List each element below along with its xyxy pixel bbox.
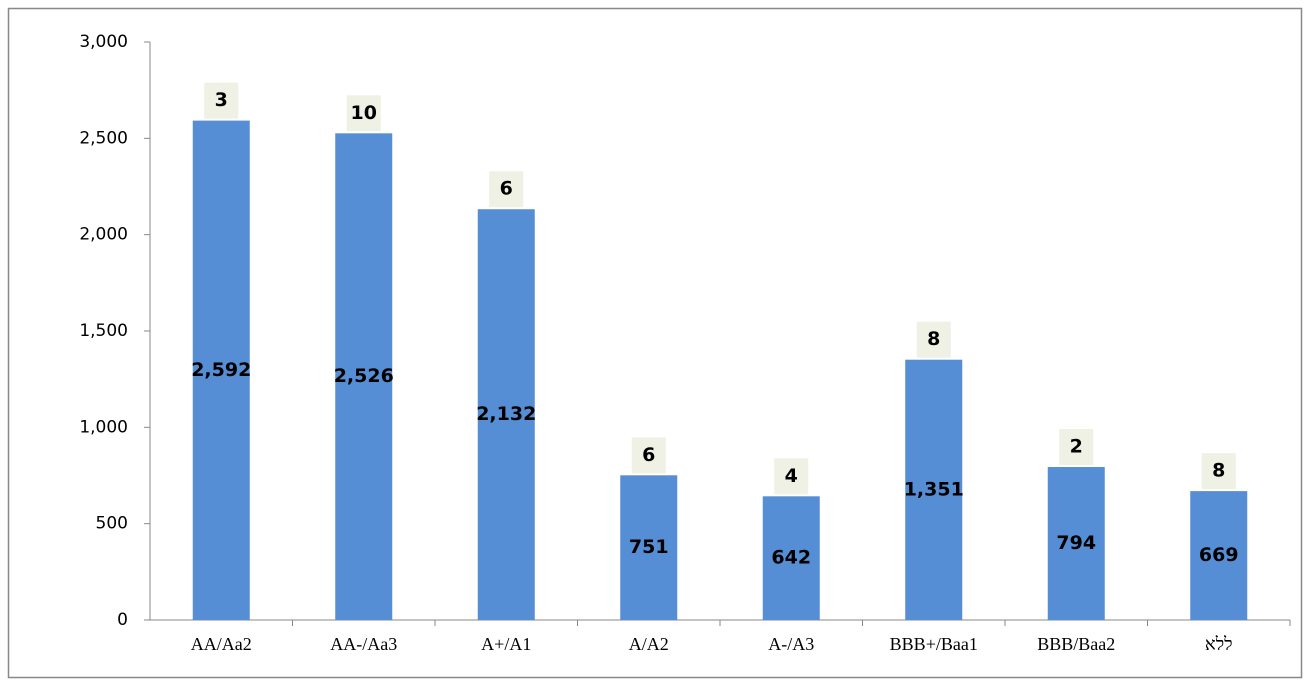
- count-label: 3: [215, 89, 228, 111]
- count-label-box: [1201, 453, 1236, 490]
- value-label: 751: [629, 536, 669, 558]
- x-tick-label: A+/A1: [481, 634, 531, 654]
- bar: [1047, 467, 1105, 620]
- x-tick-label: BBB/Baa2: [1037, 634, 1115, 654]
- bar: [620, 475, 678, 620]
- value-label: 2,526: [334, 365, 394, 387]
- count-label: 4: [785, 465, 798, 487]
- bar: [762, 496, 820, 620]
- value-label: 669: [1199, 544, 1239, 566]
- x-tick-label: BBB+/Baa1: [890, 634, 978, 654]
- bar: [905, 359, 963, 620]
- bar: [192, 120, 250, 620]
- value-label: 2,132: [476, 403, 536, 425]
- count-label-box: [774, 458, 809, 495]
- count-label-box: [204, 82, 239, 119]
- count-label: 8: [1212, 460, 1225, 482]
- y-tick-label: 2,500: [79, 128, 128, 148]
- count-label-box: [916, 321, 951, 358]
- count-label-box: [1059, 429, 1094, 466]
- count-label: 6: [642, 444, 655, 466]
- x-tick-label: AA-/Aa3: [330, 634, 397, 654]
- count-label-box: [631, 437, 666, 474]
- value-label: 642: [771, 547, 811, 569]
- y-tick-label: 3,000: [79, 32, 128, 52]
- count-label: 8: [927, 328, 940, 350]
- count-label: 2: [1070, 436, 1083, 458]
- count-label-box: [346, 95, 381, 132]
- value-label: 1,351: [904, 478, 964, 500]
- count-label: 6: [500, 178, 513, 200]
- value-label: 2,592: [191, 359, 251, 381]
- bar: [335, 133, 393, 620]
- bar: [1190, 491, 1248, 620]
- x-tick-label: A-/A3: [768, 634, 814, 654]
- value-label: 794: [1056, 532, 1096, 554]
- y-tick-label: 500: [96, 514, 128, 534]
- y-tick-label: 0: [117, 610, 128, 630]
- x-tick-label: AA/Aa2: [191, 634, 252, 654]
- count-label: 10: [351, 102, 377, 124]
- x-tick-label: ללא: [1205, 634, 1233, 654]
- x-tick-label: A/A2: [629, 634, 669, 654]
- bar: [477, 209, 535, 620]
- y-tick-label: 1,500: [79, 321, 128, 341]
- count-label-box: [489, 171, 524, 208]
- y-tick-label: 2,000: [79, 225, 128, 245]
- y-tick-label: 1,000: [79, 417, 128, 437]
